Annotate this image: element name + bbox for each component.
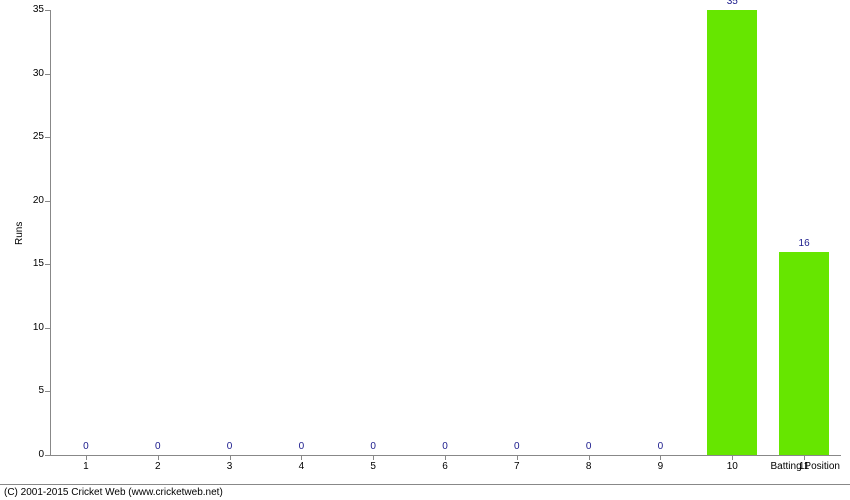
x-tick-label: 11	[799, 461, 809, 472]
x-tick-mark	[158, 455, 159, 460]
y-tick-label: 15	[20, 258, 44, 269]
y-tick-mark	[45, 10, 50, 11]
bar-value-label: 0	[586, 441, 592, 452]
bar-value-label: 0	[155, 441, 161, 452]
x-tick-mark	[804, 455, 805, 460]
x-tick-label: 7	[514, 461, 520, 472]
x-tick-label: 8	[586, 461, 592, 472]
bar	[707, 10, 757, 455]
x-tick-mark	[373, 455, 374, 460]
y-tick-label: 25	[20, 131, 44, 142]
x-tick-label: 4	[299, 461, 305, 472]
x-tick-mark	[445, 455, 446, 460]
x-tick-mark	[86, 455, 87, 460]
bar	[779, 252, 829, 455]
x-tick-label: 10	[727, 461, 738, 472]
copyright-text: (C) 2001-2015 Cricket Web (www.cricketwe…	[4, 487, 223, 498]
bar-value-label: 0	[227, 441, 233, 452]
y-tick-mark	[45, 391, 50, 392]
bar-value-label: 0	[370, 441, 376, 452]
copyright-footer: (C) 2001-2015 Cricket Web (www.cricketwe…	[0, 484, 850, 500]
y-tick-mark	[45, 264, 50, 265]
y-tick-label: 5	[20, 385, 44, 396]
bar-value-label: 0	[299, 441, 305, 452]
bar-value-label: 0	[514, 441, 520, 452]
y-tick-label: 35	[20, 4, 44, 15]
bar-value-label: 0	[442, 441, 448, 452]
x-tick-label: 5	[370, 461, 376, 472]
bar-value-label: 0	[83, 441, 89, 452]
bar-value-label: 0	[658, 441, 664, 452]
x-tick-mark	[660, 455, 661, 460]
runs-by-batting-position-chart: Runs Batting Position (C) 2001-2015 Cric…	[0, 0, 850, 500]
y-tick-label: 30	[20, 68, 44, 79]
x-tick-mark	[589, 455, 590, 460]
y-tick-mark	[45, 137, 50, 138]
y-axis-title: Runs	[14, 221, 25, 244]
y-tick-mark	[45, 455, 50, 456]
y-tick-label: 10	[20, 322, 44, 333]
bar-value-label: 16	[799, 238, 810, 249]
y-tick-mark	[45, 201, 50, 202]
y-tick-mark	[45, 328, 50, 329]
x-tick-mark	[517, 455, 518, 460]
x-tick-label: 1	[83, 461, 89, 472]
x-tick-label: 6	[442, 461, 448, 472]
x-tick-mark	[230, 455, 231, 460]
x-tick-label: 2	[155, 461, 161, 472]
y-tick-mark	[45, 74, 50, 75]
x-tick-mark	[301, 455, 302, 460]
bar-value-label: 35	[727, 0, 738, 7]
x-tick-label: 9	[658, 461, 664, 472]
x-tick-mark	[732, 455, 733, 460]
y-tick-label: 0	[20, 449, 44, 460]
x-tick-label: 3	[227, 461, 233, 472]
y-tick-label: 20	[20, 195, 44, 206]
